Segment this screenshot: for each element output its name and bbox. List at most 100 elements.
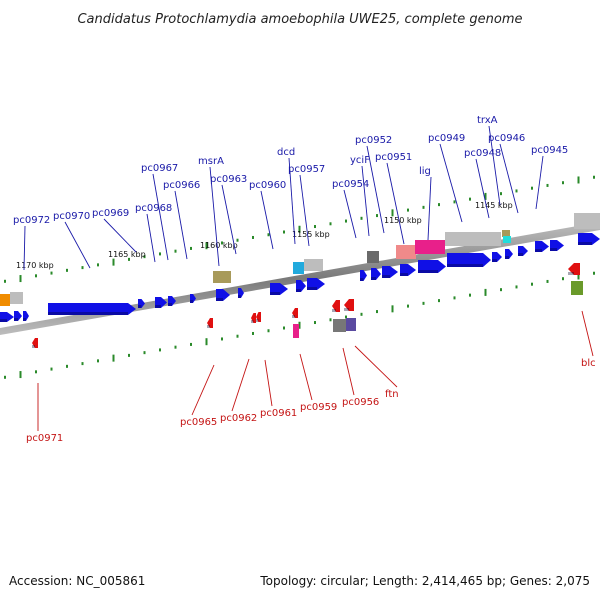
scale-tick — [159, 348, 161, 352]
forward-gene-shade — [492, 259, 497, 262]
scale-tick — [391, 305, 394, 313]
feature-block — [333, 319, 346, 332]
forward-gene-label: pc0957 — [288, 164, 325, 175]
forward-gene-shade — [418, 270, 438, 273]
feature-block — [10, 292, 23, 304]
scale-tick — [174, 249, 177, 253]
scale-tick — [593, 175, 595, 179]
kbp-label: 1155 kbp — [292, 230, 330, 239]
accession-text: Accession: NC_005861 — [9, 574, 146, 588]
forward-gene-shade — [0, 319, 7, 322]
label-leaders — [23, 125, 594, 431]
forward-gene-label: pc0945 — [531, 145, 568, 156]
reverse-gene-body — [332, 300, 340, 312]
forward-gene-body — [270, 283, 288, 295]
reverse-gene-body — [292, 308, 298, 318]
forward-label-leader — [361, 165, 370, 237]
kbp-label: 1170 kbp — [16, 261, 54, 270]
scale-tick — [314, 321, 316, 325]
scale-tick — [66, 268, 68, 272]
forward-gene — [168, 296, 176, 306]
forward-gene-shade — [550, 248, 557, 251]
scale-tick — [236, 334, 239, 338]
forward-gene-label: pc0969 — [92, 208, 129, 219]
forward-gene-body — [360, 270, 367, 281]
scale-tick — [345, 219, 347, 223]
reverse-gene — [32, 338, 38, 348]
reverse-gene-label: pc0961 — [260, 408, 297, 419]
forward-label-leader — [152, 173, 169, 261]
scale-tick — [221, 337, 223, 341]
scale-tick — [283, 230, 285, 234]
forward-gene-shade — [138, 305, 142, 308]
forward-label-leader — [146, 213, 156, 263]
forward-label-leader — [366, 145, 385, 234]
scale-tick — [190, 246, 192, 250]
reverse-gene — [292, 308, 298, 318]
forward-gene-label: pc0967 — [141, 163, 178, 174]
forward-gene-body — [23, 311, 29, 321]
reverse-gene-label: ftn — [385, 389, 399, 400]
reverse-gene-shade — [256, 319, 259, 322]
forward-label-leader — [488, 125, 501, 206]
forward-gene-body — [296, 280, 306, 292]
feature-block — [346, 318, 356, 331]
forward-gene — [578, 233, 600, 245]
reverse-label-leader — [342, 347, 355, 396]
scale-tick — [298, 225, 301, 233]
forward-gene — [371, 268, 381, 280]
forward-gene — [190, 294, 196, 303]
forward-gene-label: yciF — [350, 155, 370, 166]
forward-gene-body — [418, 260, 446, 273]
scale-tick — [438, 203, 440, 207]
forward-label-leader — [535, 155, 544, 210]
forward-gene-label: pc0946 — [488, 133, 525, 144]
scale-tick — [4, 279, 6, 283]
forward-gene-label: msrA — [198, 156, 224, 167]
reverse-gene-body — [207, 318, 213, 328]
forward-label-leader — [64, 221, 91, 269]
forward-gene — [505, 249, 513, 259]
forward-gene-label: pc0972 — [13, 215, 50, 226]
feature-block — [502, 230, 510, 237]
forward-gene — [23, 311, 29, 321]
reverse-gene-shade — [332, 309, 336, 312]
forward-gene-shade — [371, 277, 376, 280]
scale-tick — [128, 353, 130, 357]
forward-gene-shade — [23, 318, 26, 321]
scale-tick — [66, 364, 68, 368]
scale-tick — [391, 209, 394, 217]
scale-tick — [159, 252, 161, 256]
forward-gene — [400, 264, 416, 276]
reverse-gene — [207, 318, 213, 328]
scale-tick — [422, 205, 425, 209]
scale-tick — [546, 279, 549, 283]
reverse-gene-shade — [207, 325, 210, 328]
forward-gene-body — [307, 278, 325, 290]
reverse-label-leader — [191, 364, 215, 416]
forward-gene-body — [138, 299, 145, 308]
forward-gene-body — [371, 268, 381, 280]
reverse-gene-shade — [292, 315, 295, 318]
forward-gene-label: dcd — [277, 147, 295, 158]
genome-backbone — [0, 222, 600, 335]
scale-tick — [577, 272, 580, 280]
forward-gene-label: pc0952 — [355, 135, 392, 146]
forward-gene-shade — [168, 303, 172, 306]
forward-gene-shade — [505, 256, 509, 259]
scale-tick — [97, 263, 99, 267]
forward-gene — [48, 303, 136, 315]
forward-gene-body — [578, 233, 600, 245]
scale-tick — [298, 321, 301, 329]
feature-block — [304, 259, 323, 271]
feature-block — [293, 262, 304, 274]
feature-block — [445, 232, 501, 246]
scale-tick — [500, 288, 502, 292]
map-title: Candidatus Protochlamydia amoebophila UW… — [77, 12, 522, 27]
forward-gene-body — [48, 303, 136, 315]
forward-gene-label: pc0963 — [210, 174, 247, 185]
scale-tick — [562, 277, 564, 281]
scale-tick — [50, 271, 53, 275]
forward-gene-label: lig — [419, 166, 431, 177]
